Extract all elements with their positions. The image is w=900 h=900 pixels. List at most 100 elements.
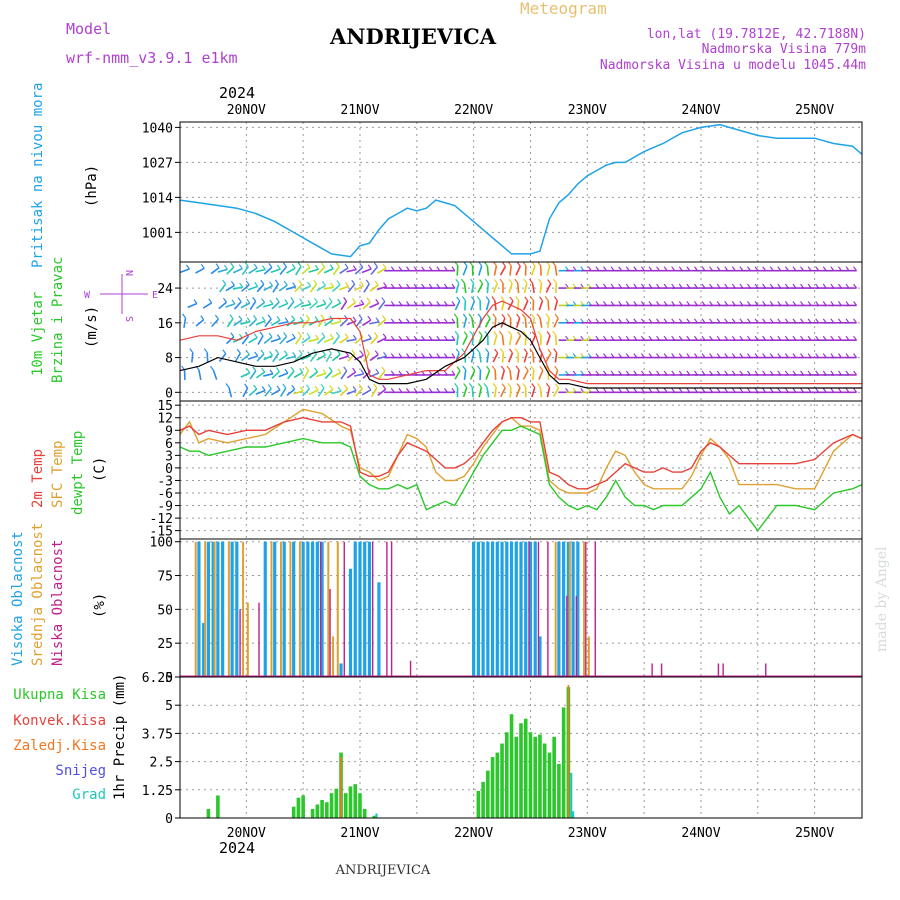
wind-barb-flag — [276, 385, 281, 391]
wind-barb — [377, 267, 387, 274]
wind-barb — [369, 302, 380, 309]
wind-barb — [539, 282, 543, 294]
wind-barb-flag — [276, 264, 281, 270]
day-label-bottom: 21NOV — [340, 826, 379, 841]
wind-barb-flag — [209, 365, 214, 371]
temp-label-3: dewpt Temp — [70, 431, 86, 515]
wind-barb-flag — [203, 348, 208, 353]
y-tick-label: 8 — [165, 352, 173, 367]
wind-barb — [264, 387, 272, 397]
wind-barb — [493, 387, 497, 398]
high-cloud-bar — [562, 541, 566, 677]
wind-barb-flag — [545, 365, 550, 371]
wind-barb-flag — [305, 366, 310, 372]
y-tick-label: 2.5 — [150, 756, 173, 771]
wind-barb-flag — [320, 383, 325, 389]
wind-barb-flag — [351, 349, 356, 355]
wind-barb-flag — [451, 318, 456, 324]
wind-barb-flag — [246, 298, 251, 304]
hail-precip-bar — [570, 772, 573, 818]
wind-barb — [522, 300, 529, 311]
meteogram-label: Meteogram — [520, 0, 607, 18]
wind-barb-flag — [516, 261, 521, 267]
wind-barb — [301, 285, 311, 291]
wind-barb-flag — [381, 297, 386, 302]
total-precip-bar — [514, 736, 519, 818]
year-top: 2024 — [219, 84, 255, 102]
wind-barb-flag — [245, 280, 250, 286]
wind-barb-flag — [536, 382, 541, 388]
wind-barb-flag — [508, 348, 513, 354]
temp-unit: (C) — [92, 457, 108, 482]
high-cloud-bar — [495, 541, 499, 677]
high-cloud-bar — [490, 541, 495, 677]
low-cloud-bar — [585, 541, 587, 677]
day-label-top: 21NOV — [340, 103, 379, 118]
wind-barb-flag — [306, 263, 311, 269]
wind-barb — [197, 301, 203, 309]
wind-barb — [286, 267, 296, 274]
data-series — [179, 123, 863, 819]
wind-barb-flag — [554, 365, 559, 371]
wind-barb-flag — [553, 296, 558, 301]
wind-barb — [346, 268, 357, 273]
wind-barb-flag — [260, 279, 265, 285]
wind-barb — [524, 317, 527, 328]
wind-label-1: 10m Vjetar — [30, 292, 46, 376]
wind-barb — [363, 283, 370, 293]
wind-barb — [316, 354, 326, 361]
wind-barb-flag — [254, 351, 259, 357]
wind-barb-flag — [183, 383, 186, 387]
wind-barb-flag — [531, 331, 536, 336]
wind-barb — [191, 352, 194, 363]
y-tick-label: 1001 — [142, 226, 173, 241]
wind-barb-flag — [229, 314, 234, 320]
total-precip-bar — [348, 786, 353, 818]
wind-barb-flag — [546, 261, 551, 267]
wind-barb — [455, 283, 460, 294]
wind-barb — [532, 352, 535, 363]
wind-barb-flag — [468, 382, 473, 388]
legend-frozen: Zaledj.Kisa — [13, 738, 106, 754]
wind-barb — [263, 373, 274, 377]
wind-barb — [286, 337, 296, 344]
wind-barb — [255, 301, 266, 310]
axis-ticks: 20NOV 20NOV 21NOV 21NOV 22NOV 22NOV 23NOV 23NOV… — [142, 103, 835, 841]
wind-barb — [228, 370, 232, 379]
total-precip-bar — [206, 808, 211, 818]
wind-barb-flag — [290, 366, 295, 372]
wind-barb — [226, 318, 234, 328]
wind-barb — [218, 283, 227, 293]
high-cloud-bar — [533, 541, 537, 677]
wind-barb-flag — [479, 279, 484, 284]
wind-barb-flag — [215, 263, 220, 269]
wind-barb-flag — [230, 281, 235, 286]
wind-barb — [339, 388, 349, 397]
high-cloud-bar — [472, 541, 476, 677]
wind-barb — [316, 336, 326, 345]
wind-barb-flag — [189, 348, 194, 353]
wind-barb — [195, 319, 205, 327]
wind-barb-flag — [352, 367, 357, 373]
high-cloud-bar — [486, 541, 490, 677]
wind-barb-flag — [463, 261, 468, 267]
precip-legend: Ukupna Kisa Konvek.Kisa Zaledj.Kisa Snij… — [13, 687, 106, 803]
wind-barb — [545, 352, 552, 363]
wind-barb — [361, 319, 372, 327]
wind-barb-flag — [283, 332, 288, 337]
wind-barb-flag — [337, 298, 342, 304]
wind-barb-flag — [344, 263, 349, 269]
wind-barb — [377, 388, 387, 397]
total-precip-bar — [372, 815, 376, 818]
wind-barb — [486, 283, 490, 294]
wind-barb-flag — [297, 331, 302, 337]
wind-barb-flag — [345, 281, 350, 287]
wind-barb-flag — [292, 352, 297, 357]
wind-barb-flag — [492, 383, 497, 388]
wind-barb — [183, 317, 187, 328]
wind-barb — [293, 390, 304, 395]
wind-barb — [240, 353, 250, 362]
wind-barb-flag — [259, 331, 264, 337]
panel-frame-pressure — [179, 121, 863, 263]
low-cloud-bar — [329, 589, 331, 677]
